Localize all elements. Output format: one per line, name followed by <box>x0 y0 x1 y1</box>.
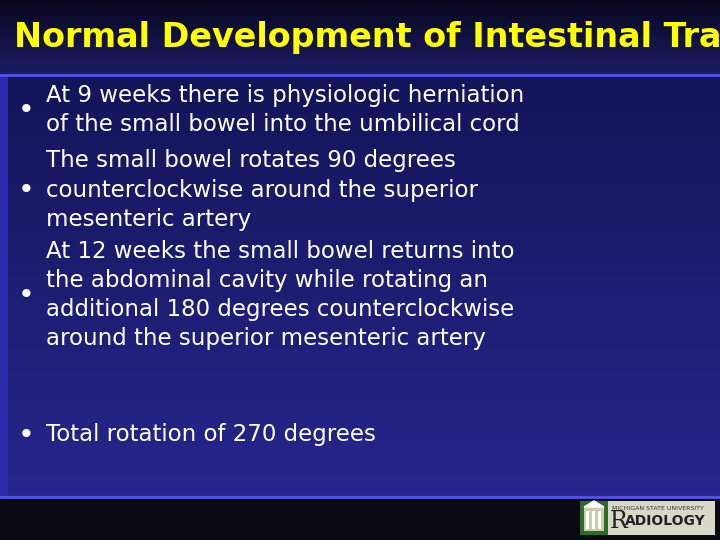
Text: The small bowel rotates 90 degrees
counterclockwise around the superior
mesenter: The small bowel rotates 90 degrees count… <box>46 149 478 231</box>
Bar <box>584 507 604 531</box>
Text: •: • <box>18 421 35 449</box>
Bar <box>580 501 715 535</box>
Text: Normal Development of Intestinal Tract: Normal Development of Intestinal Tract <box>14 22 720 55</box>
Polygon shape <box>584 501 604 507</box>
Bar <box>592 511 595 529</box>
Text: •: • <box>18 176 35 204</box>
Text: MICHIGAN STATE UNIVERSITY: MICHIGAN STATE UNIVERSITY <box>612 507 704 511</box>
Text: •: • <box>18 96 35 124</box>
Text: At 12 weeks the small bowel returns into
the abdominal cavity while rotating an
: At 12 weeks the small bowel returns into… <box>46 240 515 350</box>
Bar <box>598 511 601 529</box>
Text: Total rotation of 270 degrees: Total rotation of 270 degrees <box>46 423 376 447</box>
Text: ADIOLOGY: ADIOLOGY <box>625 514 706 528</box>
Bar <box>580 501 608 535</box>
Text: •: • <box>18 281 35 309</box>
Bar <box>586 511 589 529</box>
Bar <box>0 75 8 497</box>
Text: R: R <box>610 510 628 532</box>
Text: At 9 weeks there is physiologic herniation
of the small bowel into the umbilical: At 9 weeks there is physiologic herniati… <box>46 84 524 136</box>
Bar <box>0 497 720 540</box>
